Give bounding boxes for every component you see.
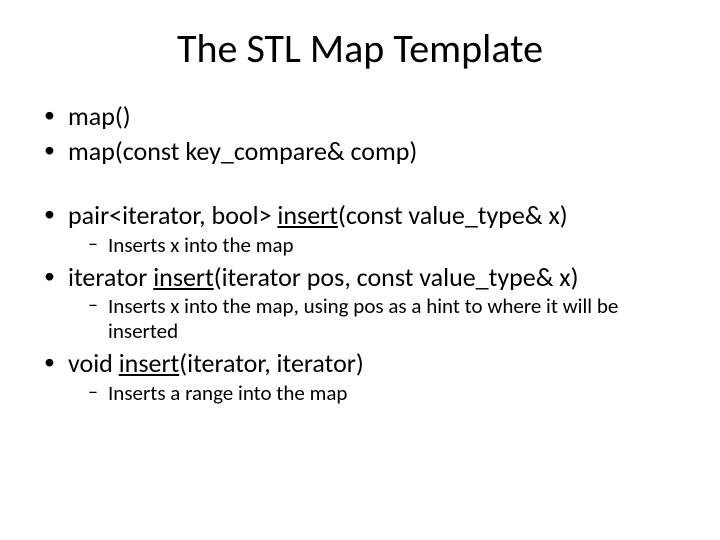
- bullet-underline: insert: [119, 347, 180, 379]
- bullet-pre: iterator: [68, 261, 153, 293]
- slide-title: The STL Map Template: [40, 24, 680, 73]
- bullet-text: void insert(iterator, iterator): [68, 347, 364, 379]
- bullet-text: pair<iterator, bool> insert(const value_…: [68, 199, 568, 231]
- bullet-pre: map(): [68, 100, 131, 132]
- bullet-pre: pair<iterator, bool>: [68, 199, 277, 231]
- bullet-item: iterator insert(iterator pos, const valu…: [40, 262, 680, 344]
- bullet-post: (const value_type& x): [338, 199, 568, 231]
- bullet-post: (iterator, iterator): [179, 347, 364, 379]
- bullet-underline: insert: [277, 199, 338, 231]
- bullet-item: pair<iterator, bool> insert(const value_…: [40, 200, 680, 257]
- bullet-post: (iterator pos, const value_type& x): [214, 261, 579, 293]
- bullet-item: map(const key_compare& comp): [40, 136, 680, 167]
- sub-item: Inserts x into the map: [68, 233, 680, 258]
- bullet-item: map(): [40, 101, 680, 132]
- sub-text: Inserts a range into the map: [108, 380, 347, 406]
- sub-list: Inserts a range into the map: [68, 381, 680, 406]
- bullet-text: iterator insert(iterator pos, const valu…: [68, 261, 578, 293]
- sub-item: Inserts a range into the map: [68, 381, 680, 406]
- bullet-pre: void: [68, 347, 119, 379]
- bullet-list: map()map(const key_compare& comp) pair<it…: [40, 101, 680, 405]
- bullet-text: map(): [68, 100, 131, 132]
- sub-text: Inserts x into the map: [108, 232, 294, 258]
- slide: The STL Map Template map()map(const key_…: [0, 0, 720, 540]
- bullet-pre: map(const key_compare& comp): [68, 135, 417, 167]
- bullet-text: map(const key_compare& comp): [68, 135, 417, 167]
- bullet-item: void insert(iterator, iterator)Inserts a…: [40, 348, 680, 405]
- sub-list: Inserts x into the map, using pos as a h…: [68, 294, 680, 344]
- bullet-underline: insert: [153, 261, 214, 293]
- sub-item: Inserts x into the map, using pos as a h…: [68, 294, 680, 344]
- sub-text: Inserts x into the map, using pos as a h…: [108, 293, 618, 344]
- sub-list: Inserts x into the map: [68, 233, 680, 258]
